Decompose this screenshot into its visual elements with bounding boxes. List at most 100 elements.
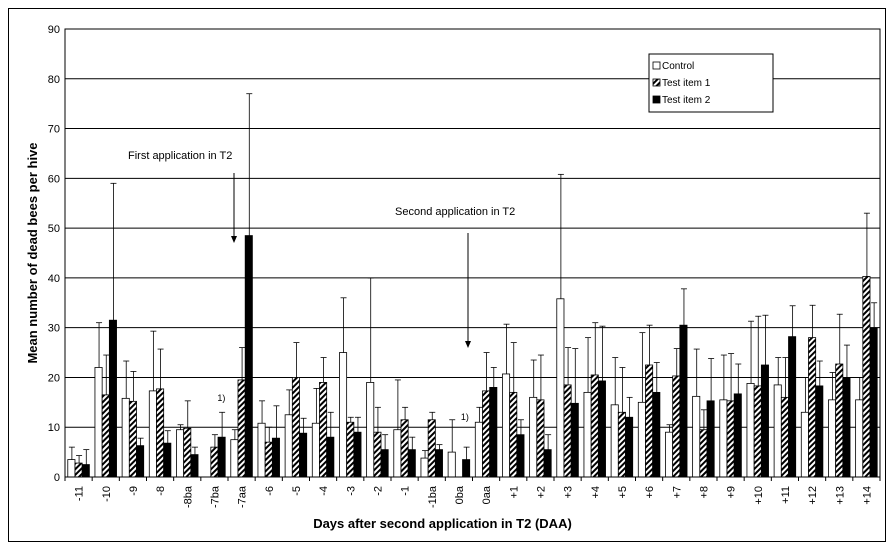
x-tick-label: 0ba xyxy=(454,485,466,504)
legend-label: Test item 1 xyxy=(662,78,711,89)
legend-label: Test item 2 xyxy=(662,95,711,106)
bar xyxy=(264,441,273,478)
x-tick-label: +10 xyxy=(753,486,765,505)
bar xyxy=(291,377,300,478)
legend: Control Test item 1 Test item 2 xyxy=(648,53,774,113)
bar xyxy=(706,400,715,478)
bar xyxy=(74,462,83,478)
x-tick-label: -8 xyxy=(155,486,167,496)
bar xyxy=(679,324,688,478)
bar xyxy=(563,384,572,478)
x-tick-label: -3 xyxy=(345,486,357,496)
x-tick-label: +13 xyxy=(834,486,846,505)
bar xyxy=(380,449,389,478)
bar xyxy=(284,414,293,478)
bar xyxy=(788,336,797,478)
x-tick-label: -11 xyxy=(74,486,86,501)
bar xyxy=(447,451,456,478)
x-tick-label: 0aa xyxy=(481,485,493,504)
bar xyxy=(101,394,110,478)
bar xyxy=(346,421,355,478)
bar xyxy=(67,459,76,478)
y-tick-label: 30 xyxy=(48,323,60,335)
bar xyxy=(163,442,172,478)
bar xyxy=(529,396,538,478)
bar xyxy=(299,432,308,478)
bar xyxy=(760,364,769,478)
bar xyxy=(121,397,130,478)
bar xyxy=(808,337,817,478)
annotations: First application in T2 Second applicatio… xyxy=(128,150,515,422)
annotation-label: Second application in T2 xyxy=(395,206,515,218)
bar xyxy=(81,464,90,478)
bar xyxy=(326,436,335,478)
x-tick-label: -2 xyxy=(372,486,384,496)
x-tick-label: -7ba xyxy=(209,485,221,508)
x-tick-label: -7aa xyxy=(237,485,249,508)
outer-border xyxy=(8,8,886,542)
bar xyxy=(610,404,619,478)
bar xyxy=(842,377,851,478)
bar xyxy=(271,437,280,478)
legend-swatch xyxy=(652,78,661,87)
bar xyxy=(257,422,266,478)
bar xyxy=(339,352,348,478)
bar xyxy=(474,421,483,478)
bar xyxy=(652,391,661,478)
x-tick-label: +11 xyxy=(780,486,792,504)
bar xyxy=(570,402,579,478)
bar xyxy=(726,400,735,478)
bar xyxy=(780,396,789,478)
bar xyxy=(862,275,871,478)
bar xyxy=(136,445,145,478)
bar xyxy=(556,298,565,478)
bar xyxy=(319,382,328,478)
bar xyxy=(373,431,382,478)
bar xyxy=(692,395,701,478)
x-tick-label: -5 xyxy=(291,486,303,496)
bar xyxy=(617,411,626,478)
x-tick-label: +4 xyxy=(590,486,602,499)
bar xyxy=(509,391,518,478)
x-tick-label: +2 xyxy=(535,486,547,499)
footnote-marker: 1) xyxy=(217,393,225,403)
legend-label: Control xyxy=(662,61,694,72)
bar xyxy=(434,449,443,478)
bars xyxy=(67,235,878,478)
bar xyxy=(462,459,471,478)
bar xyxy=(828,399,837,478)
bar xyxy=(366,382,375,478)
bar xyxy=(353,431,362,478)
annotation-label: First application in T2 xyxy=(128,150,232,162)
bar xyxy=(148,390,157,478)
bar xyxy=(645,364,654,478)
x-tick-label: +12 xyxy=(807,486,819,505)
x-tick-label: +7 xyxy=(671,486,683,499)
y-tick-label: 70 xyxy=(48,124,60,136)
bar xyxy=(217,436,226,478)
bar xyxy=(637,401,646,478)
bar xyxy=(183,427,192,478)
x-tick-label: -4 xyxy=(318,486,330,496)
legend-box xyxy=(648,53,774,113)
bar xyxy=(855,399,864,478)
bar xyxy=(516,434,525,478)
annotation-arrowhead xyxy=(465,341,471,348)
x-tick-label: -1 xyxy=(400,486,412,496)
bar xyxy=(94,367,103,478)
legend-swatch xyxy=(652,95,661,104)
bar xyxy=(719,399,728,478)
bar xyxy=(773,384,782,478)
bar xyxy=(407,449,416,478)
x-tick-label: -9 xyxy=(128,486,140,496)
bar xyxy=(128,400,137,478)
bar xyxy=(502,373,511,478)
bar xyxy=(237,379,246,478)
bar xyxy=(244,235,253,478)
bar xyxy=(393,429,402,478)
bar xyxy=(400,419,409,478)
bar xyxy=(869,327,878,478)
y-tick-label: 20 xyxy=(48,372,60,384)
